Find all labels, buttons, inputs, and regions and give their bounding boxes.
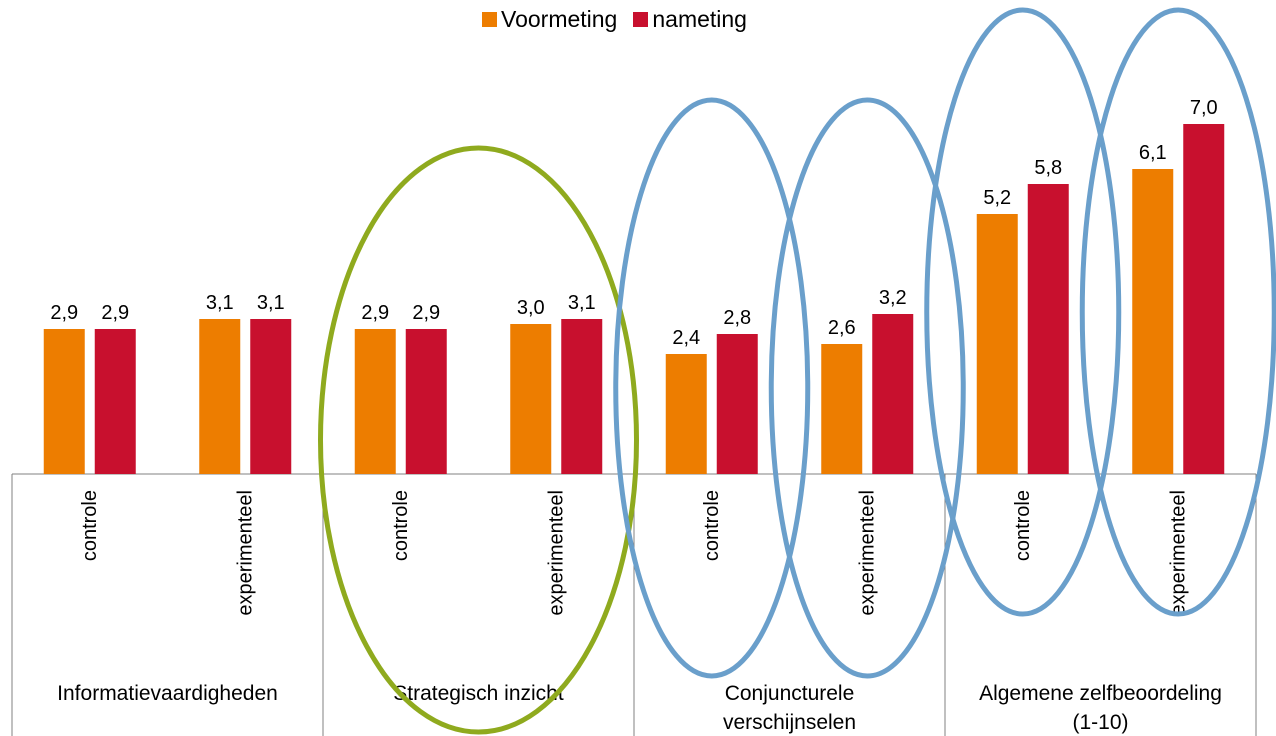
data-label: 7,0 (1190, 97, 1218, 119)
group-label: Algemene zelfbeoordeling (979, 682, 1222, 705)
x-tick-label: controle (1012, 490, 1034, 561)
data-label: 2,6 (828, 317, 856, 339)
chart-legend: Voormeting nameting (482, 6, 763, 33)
bar (1183, 124, 1225, 474)
bar (354, 329, 396, 474)
data-label: 2,9 (361, 302, 389, 324)
highlight-ellipse (924, 7, 1122, 617)
legend-swatch-nameting (633, 12, 649, 27)
legend-label-voormeting: Voormeting (501, 6, 618, 32)
data-label: 2,9 (50, 302, 78, 324)
data-label: 3,0 (517, 297, 545, 319)
x-tick-label: experimenteel (545, 490, 567, 616)
data-label: 3,1 (568, 292, 596, 314)
bar (665, 354, 707, 474)
x-tick-label: controle (701, 490, 723, 561)
bar (976, 214, 1018, 474)
legend-item-voormeting: Voormeting (482, 6, 617, 33)
bar (716, 334, 758, 474)
legend-item-nameting: nameting (633, 6, 747, 33)
highlight-ellipse (768, 97, 966, 679)
group-label: verschijnselen (723, 711, 856, 734)
group-label: Strategisch inzicht (393, 682, 564, 705)
data-label: 2,4 (672, 327, 700, 349)
data-label: 2,9 (101, 302, 129, 324)
bar (1027, 184, 1069, 474)
data-label: 5,2 (983, 187, 1011, 209)
legend-label-nameting: nameting (652, 6, 747, 32)
data-label: 2,9 (412, 302, 440, 324)
x-tick-label: experimenteel (234, 490, 256, 616)
x-tick-label: experimenteel (856, 490, 878, 616)
data-label: 3,1 (206, 292, 234, 314)
data-label: 2,8 (723, 307, 751, 329)
bar (94, 329, 136, 474)
legend-swatch-voormeting (482, 12, 497, 27)
bar (510, 324, 552, 474)
highlight-ellipse (318, 145, 639, 735)
bar (43, 329, 85, 474)
bar (1132, 169, 1174, 474)
bar (199, 319, 241, 474)
data-label: 5,8 (1034, 157, 1062, 179)
bar (405, 329, 447, 474)
group-label: Informatievaardigheden (57, 682, 278, 705)
data-label: 6,1 (1139, 142, 1167, 164)
data-label: 3,2 (879, 287, 907, 309)
group-label: (1-10) (1072, 711, 1128, 734)
x-tick-label: experimenteel (1167, 490, 1189, 616)
highlight-ellipse (1079, 7, 1276, 617)
bar (561, 319, 603, 474)
highlight-ellipse (613, 97, 811, 679)
data-label: 3,1 (257, 292, 285, 314)
bar (821, 344, 863, 474)
x-tick-label: controle (390, 490, 412, 561)
bar (872, 314, 914, 474)
group-label: Conjuncturele (725, 682, 855, 705)
bar (250, 319, 292, 474)
x-tick-label: controle (79, 490, 101, 561)
